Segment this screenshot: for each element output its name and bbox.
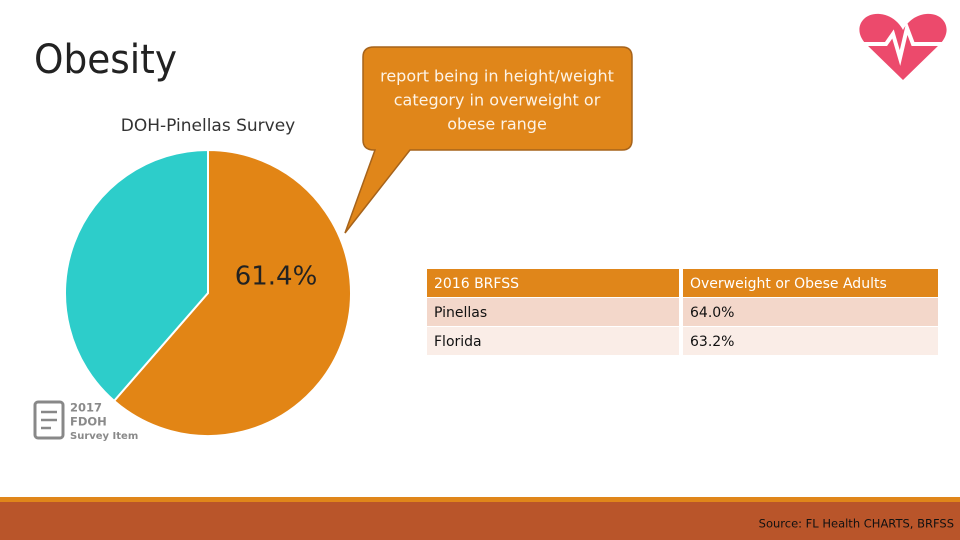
callout-line: obese range xyxy=(447,115,547,134)
chart-title: DOH-Pinellas Survey xyxy=(121,116,295,136)
pie: 61.4% xyxy=(64,148,352,437)
table-cell xyxy=(683,327,938,355)
slice-label: 61.4% xyxy=(235,262,318,292)
table-cell-text: Florida xyxy=(434,334,482,350)
callout-text: report being in height/weight category in… xyxy=(380,67,614,134)
callout-line: report being in height/weight xyxy=(380,67,614,86)
table-header: 2016 BRFSS xyxy=(434,276,519,292)
badge-line: 2017 xyxy=(70,401,102,415)
callout-bubble xyxy=(344,46,633,234)
heart-icon xyxy=(859,13,947,81)
slide-title: Obesity xyxy=(34,37,177,83)
table-cell xyxy=(427,298,679,326)
survey-badge xyxy=(33,400,65,440)
footer-line xyxy=(0,497,960,502)
pie-slice xyxy=(112,148,352,437)
table-cell xyxy=(427,327,679,355)
badge-line: Survey Item xyxy=(70,431,138,442)
table-cell xyxy=(683,298,938,326)
badge-line: FDOH xyxy=(70,415,107,429)
table-cell xyxy=(683,269,938,297)
table-cell-text: Pinellas xyxy=(434,305,487,321)
source-note: Source: FL Health CHARTS, BRFSS xyxy=(759,517,954,531)
table: 2016 BRFSS Overweight or Obese Adults Pine… xyxy=(427,269,938,355)
callout-line: category in overweight or xyxy=(394,91,601,110)
pie-slice xyxy=(64,148,209,403)
table-cell-text: 64.0% xyxy=(690,305,734,321)
table-cell-text: 63.2% xyxy=(690,334,734,350)
table-header: Overweight or Obese Adults xyxy=(690,276,887,292)
table-cell xyxy=(427,269,679,297)
footer-band xyxy=(0,502,960,540)
